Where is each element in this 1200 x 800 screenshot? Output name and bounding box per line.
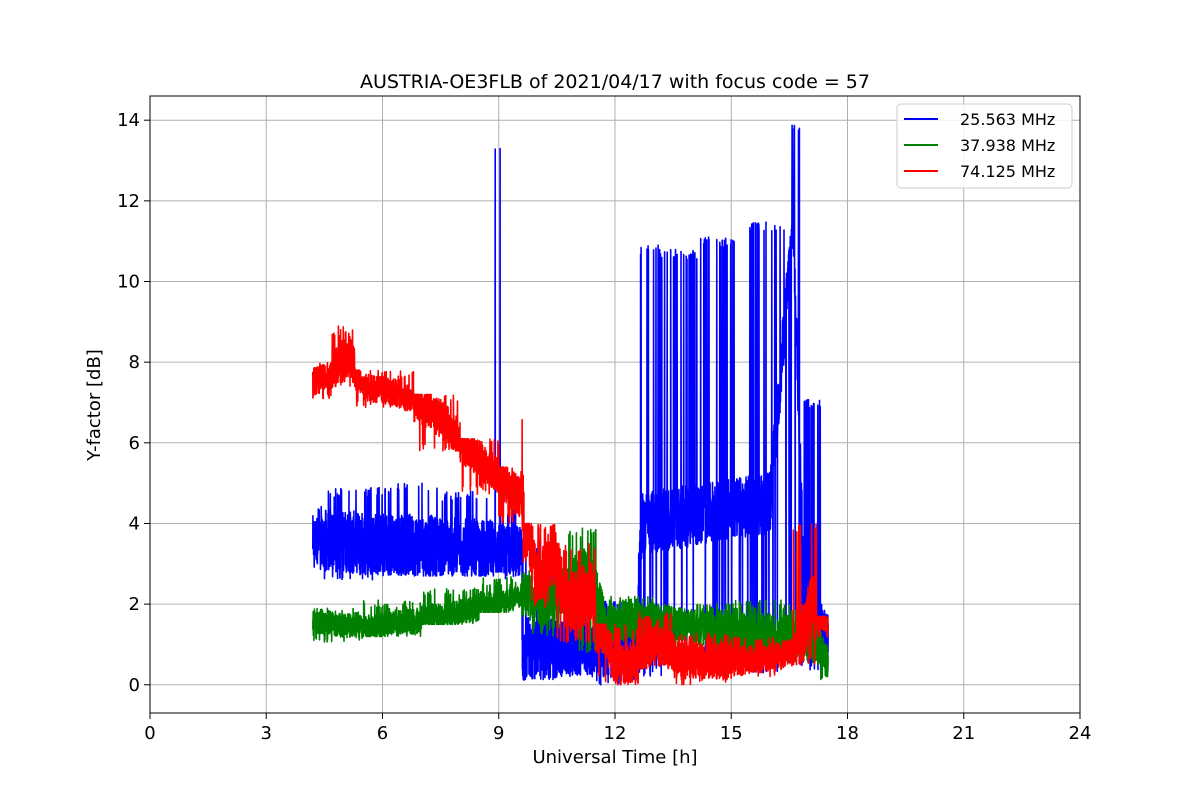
series-2 [312,325,829,686]
y-tick-label: 12 [117,191,140,212]
y-tick-label: 4 [129,513,140,534]
x-tick-label: 18 [836,723,859,744]
x-tick-label: 12 [604,723,627,744]
y-axis-label: Y-factor [dB] [84,349,105,462]
x-tick-label: 3 [261,723,272,744]
legend-label: 37.938 MHz [960,136,1055,155]
x-tick-label: 9 [493,723,504,744]
x-tick-label: 21 [952,723,975,744]
x-tick-label: 0 [144,723,155,744]
y-tick-label: 8 [129,352,140,373]
legend-label: 74.125 MHz [960,162,1055,181]
x-axis-label: Universal Time [h] [532,747,697,768]
x-tick-label: 24 [1069,723,1092,744]
legend-box [896,103,1073,189]
x-tick-label: 15 [720,723,743,744]
legend-label: 25.563 MHz [960,110,1055,129]
y-tick-label: 6 [129,433,140,454]
legend: 25.563 MHz 37.938 MHz 74.125 MHz [896,103,1073,189]
chart-title: AUSTRIA-OE3FLB of 2021/04/17 with focus … [360,71,870,93]
y-tick-label: 10 [117,272,140,293]
y-tick-label: 0 [129,675,140,696]
series-line-2 [312,325,829,686]
x-tick-label: 6 [377,723,388,744]
y-tick-label: 2 [129,594,140,615]
series-layer [312,124,829,686]
y-tick-label: 14 [117,110,140,131]
